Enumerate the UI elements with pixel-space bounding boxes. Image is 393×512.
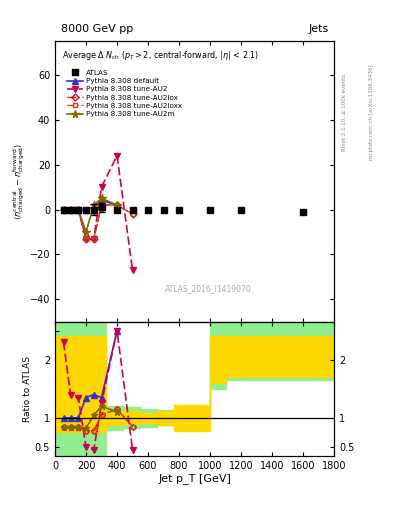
Y-axis label: Ratio to ATLAS: Ratio to ATLAS: [23, 356, 32, 422]
Pythia 8.308 tune-AU2lox: [115, 202, 119, 208]
Pythia 8.308 tune-AU2m: [84, 229, 88, 235]
Legend: ATLAS, Pythia 8.308 default, Pythia 8.308 tune-AU2, Pythia 8.308 tune-AU2lox, Py: ATLAS, Pythia 8.308 default, Pythia 8.30…: [64, 67, 185, 120]
Text: ATLAS_2016_I1419070: ATLAS_2016_I1419070: [165, 284, 252, 293]
Pythia 8.308 tune-AU2loxx: [84, 236, 88, 242]
Pythia 8.308 tune-AU2: [115, 153, 119, 159]
Pythia 8.308 tune-AU2loxx: [61, 206, 66, 212]
Pythia 8.308 default: [61, 206, 66, 212]
X-axis label: Jet p_T [GeV]: Jet p_T [GeV]: [158, 473, 231, 484]
Pythia 8.308 tune-AU2loxx: [115, 202, 119, 208]
Pythia 8.308 tune-AU2loxx: [68, 206, 73, 212]
Text: Average $\Delta$ $N_{\rm ch}$ ($p_T$$>$2, central-forward, $|\eta|$ < 2.1): Average $\Delta$ $N_{\rm ch}$ ($p_T$$>$2…: [62, 49, 260, 62]
Pythia 8.308 tune-AU2loxx: [99, 202, 104, 208]
Text: mcplots.cern.ch [arXiv:1306.3436]: mcplots.cern.ch [arXiv:1306.3436]: [369, 65, 375, 160]
Line: Pythia 8.308 tune-AU2loxx: Pythia 8.308 tune-AU2loxx: [61, 203, 135, 241]
Pythia 8.308 tune-AU2: [99, 184, 104, 190]
Pythia 8.308 default: [92, 204, 96, 210]
Line: Pythia 8.308 tune-AU2m: Pythia 8.308 tune-AU2m: [60, 195, 121, 236]
Line: Pythia 8.308 tune-AU2: Pythia 8.308 tune-AU2: [61, 153, 136, 273]
Pythia 8.308 tune-AU2loxx: [130, 211, 135, 217]
Pythia 8.308 tune-AU2m: [76, 206, 81, 212]
Pythia 8.308 tune-AU2lox: [76, 206, 81, 212]
Line: Pythia 8.308 tune-AU2lox: Pythia 8.308 tune-AU2lox: [61, 203, 135, 241]
Pythia 8.308 tune-AU2: [61, 206, 66, 212]
Line: Pythia 8.308 default: Pythia 8.308 default: [61, 198, 120, 212]
Text: 8000 GeV pp: 8000 GeV pp: [61, 24, 133, 34]
Pythia 8.308 tune-AU2lox: [99, 202, 104, 208]
Pythia 8.308 tune-AU2: [92, 236, 96, 242]
Pythia 8.308 tune-AU2m: [61, 206, 66, 212]
Pythia 8.308 tune-AU2: [130, 267, 135, 273]
Pythia 8.308 tune-AU2loxx: [76, 206, 81, 212]
Pythia 8.308 default: [76, 206, 81, 212]
Pythia 8.308 tune-AU2loxx: [92, 236, 96, 242]
Text: Jets: Jets: [308, 24, 329, 34]
Pythia 8.308 tune-AU2lox: [130, 211, 135, 217]
Pythia 8.308 default: [99, 198, 104, 204]
Pythia 8.308 tune-AU2m: [92, 202, 96, 208]
Pythia 8.308 tune-AU2m: [99, 195, 104, 201]
Pythia 8.308 tune-AU2m: [68, 206, 73, 212]
Pythia 8.308 tune-AU2: [84, 236, 88, 242]
Pythia 8.308 default: [84, 206, 88, 212]
Pythia 8.308 tune-AU2lox: [68, 206, 73, 212]
Pythia 8.308 tune-AU2: [68, 206, 73, 212]
Pythia 8.308 tune-AU2lox: [92, 236, 96, 242]
Y-axis label: $\langle n^{\rm central}_{\rm charged} - n^{\rm forward}_{\rm charged}\rangle$: $\langle n^{\rm central}_{\rm charged} -…: [11, 143, 27, 220]
Text: Rivet 3.1.10, ≥ 100k events: Rivet 3.1.10, ≥ 100k events: [342, 74, 347, 151]
Pythia 8.308 default: [68, 206, 73, 212]
Pythia 8.308 tune-AU2: [76, 206, 81, 212]
Pythia 8.308 tune-AU2lox: [61, 206, 66, 212]
Pythia 8.308 tune-AU2m: [115, 202, 119, 208]
Pythia 8.308 default: [115, 202, 119, 208]
Pythia 8.308 tune-AU2lox: [84, 236, 88, 242]
